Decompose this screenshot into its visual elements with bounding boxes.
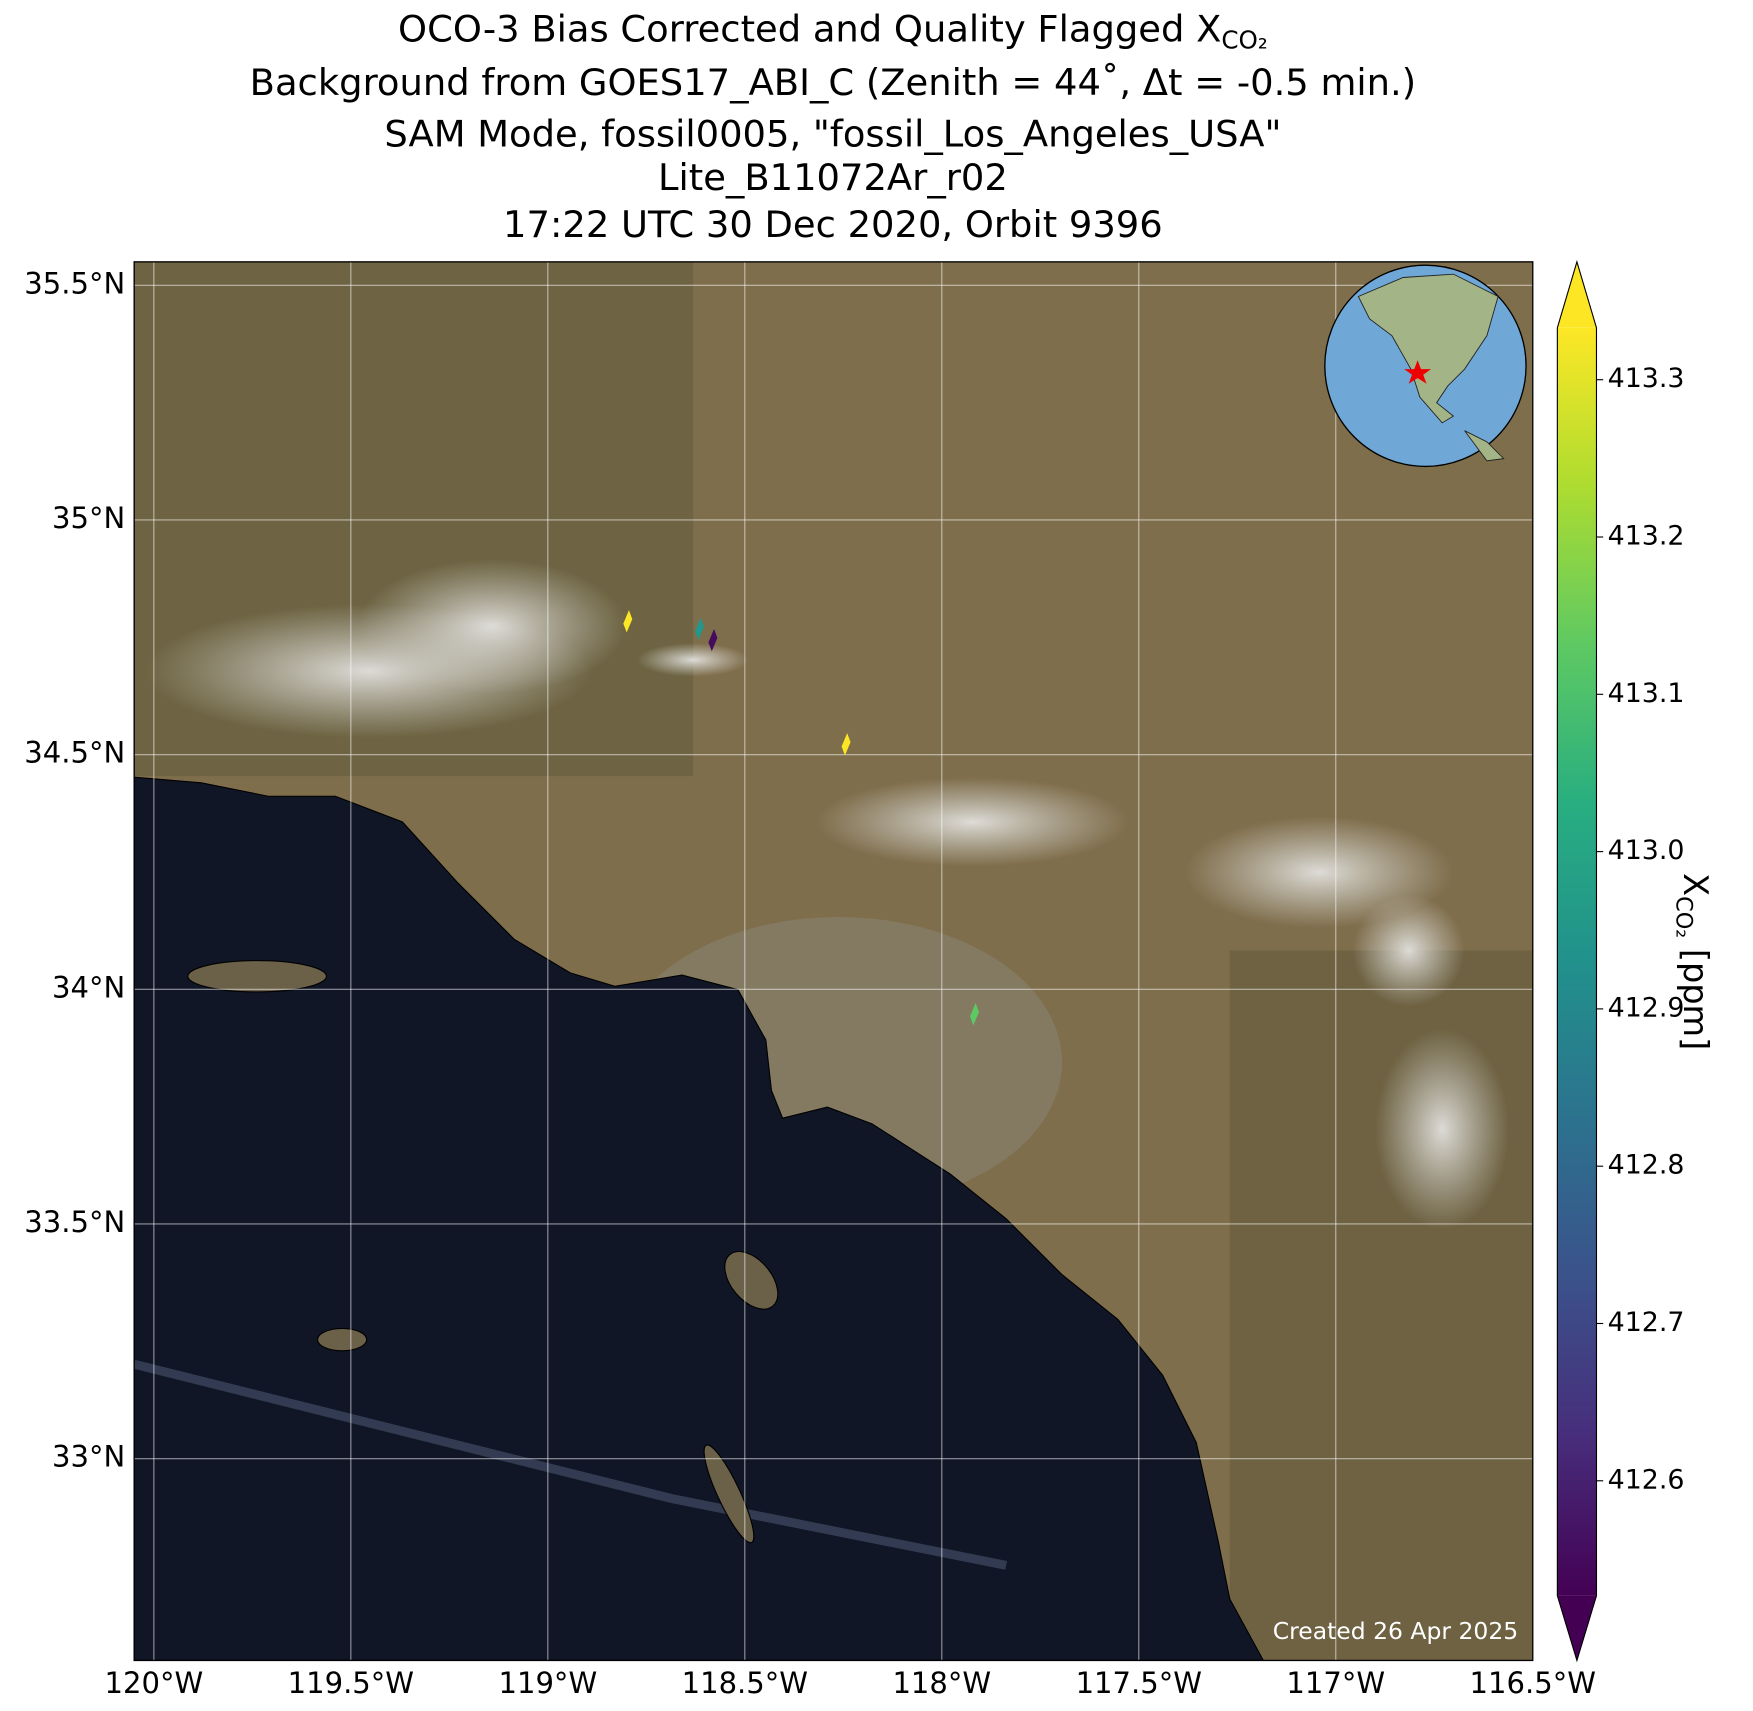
title-text: Background from GOES17_ABI_C (Zenith = 4… bbox=[250, 61, 1416, 104]
globe-inset bbox=[1324, 264, 1527, 468]
title-line: Background from GOES17_ABI_C (Zenith = 4… bbox=[250, 61, 1416, 104]
sounding bbox=[970, 1003, 979, 1026]
colorbar-tick-label: 412.9 bbox=[1608, 992, 1685, 1023]
sounding bbox=[623, 610, 633, 633]
basemap bbox=[134, 261, 1533, 1661]
colorbar-fill bbox=[1557, 327, 1597, 1596]
title-line: Lite_B11072Ar_r02 bbox=[658, 156, 1008, 199]
annotation: Created 26 Apr 2025 bbox=[1273, 1617, 1518, 1645]
title-line: SAM Mode, fossil0005, "fossil_Los_Angele… bbox=[384, 112, 1281, 155]
colorbar-tick-label: 413.2 bbox=[1608, 521, 1685, 552]
island bbox=[703, 1444, 755, 1544]
colorbar-tick-label: 413.0 bbox=[1608, 835, 1685, 866]
x-tick-label: 118.5°W bbox=[682, 1666, 808, 1700]
colorbar-tick-label: 413.1 bbox=[1608, 678, 1685, 709]
cloud-streak bbox=[134, 1359, 1008, 1570]
x-tick-label: 120°W bbox=[105, 1666, 204, 1700]
x-tick-label: 118°W bbox=[892, 1666, 991, 1700]
colorbar-tick-label: 412.6 bbox=[1608, 1464, 1685, 1495]
y-tick-label: 35.5°N bbox=[24, 266, 125, 300]
y-tick-label: 34°N bbox=[52, 970, 125, 1004]
y-tick-label: 34.5°N bbox=[24, 736, 125, 770]
island bbox=[187, 960, 328, 993]
snow bbox=[637, 643, 750, 677]
x-tick-label: 117°W bbox=[1286, 1666, 1385, 1700]
colorbar-tick-label: 412.7 bbox=[1608, 1307, 1685, 1338]
x-tick-label: 119°W bbox=[498, 1666, 597, 1700]
colorbar-label-unit: [ppm] bbox=[1676, 938, 1715, 1050]
title-text: 17:22 UTC 30 Dec 2020, Orbit 9396 bbox=[503, 203, 1163, 246]
x-tick-label: 119.5°W bbox=[288, 1666, 414, 1700]
x-tick-label: 116.5°W bbox=[1470, 1666, 1596, 1700]
globe-land bbox=[1357, 273, 1499, 424]
title-line: 17:22 UTC 30 Dec 2020, Orbit 9396 bbox=[503, 203, 1163, 246]
colorbar-label: XCO₂ [ppm] bbox=[1671, 873, 1715, 1050]
title-text: Lite_B11072Ar_r02 bbox=[658, 156, 1008, 199]
title-line: OCO-3 Bias Corrected and Quality Flagged… bbox=[398, 7, 1268, 55]
colorbar-tick-label: 413.3 bbox=[1608, 363, 1685, 394]
snow bbox=[1375, 1028, 1510, 1231]
y-tick-label: 33.5°N bbox=[24, 1205, 125, 1239]
island bbox=[724, 1251, 779, 1310]
sounding bbox=[695, 617, 704, 641]
sounding bbox=[841, 733, 851, 756]
data-points bbox=[623, 610, 979, 1026]
snow bbox=[357, 559, 627, 694]
y-tick-label: 33°N bbox=[52, 1440, 125, 1474]
y-tick-label: 35°N bbox=[52, 501, 125, 535]
ocean bbox=[134, 776, 1264, 1661]
colorbar-label-text: X bbox=[1676, 873, 1715, 896]
colorbar-extend bbox=[1557, 261, 1597, 328]
colorbar-label-subscript: CO₂ bbox=[1671, 896, 1697, 938]
colorbar-tick-label: 412.8 bbox=[1608, 1150, 1685, 1181]
colorbar: 412.6 412.7 412.8 412.9 413.0 413.1 413.2 413.3… bbox=[1556, 259, 1715, 1663]
colorbar-outline bbox=[1556, 259, 1598, 1663]
x-tick-label: 117.5°W bbox=[1076, 1666, 1202, 1700]
sounding bbox=[708, 628, 718, 652]
title-subscript: CO₂ bbox=[1221, 26, 1267, 55]
colorbar-extend bbox=[1557, 1595, 1597, 1661]
snow bbox=[816, 777, 1130, 867]
snow bbox=[1352, 894, 1465, 1007]
map-frame bbox=[133, 261, 1534, 1662]
site-marker bbox=[1404, 360, 1432, 384]
title-text: SAM Mode, fossil0005, "fossil_Los_Angele… bbox=[384, 112, 1281, 155]
globe-land bbox=[1464, 430, 1505, 462]
grid bbox=[134, 261, 1533, 1661]
island bbox=[316, 1327, 368, 1352]
title-text: OCO-3 Bias Corrected and Quality Flagged… bbox=[398, 7, 1221, 50]
title: OCO-3 Bias Corrected and Quality Flagged… bbox=[250, 7, 1416, 246]
